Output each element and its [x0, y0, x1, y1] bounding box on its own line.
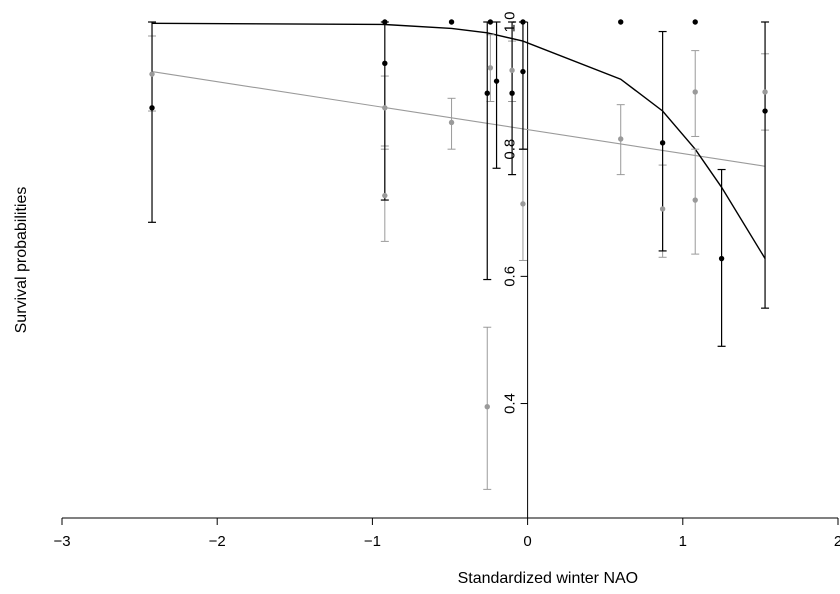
- data-point: [618, 136, 624, 142]
- data-point: [382, 192, 388, 199]
- data-point: [149, 105, 155, 111]
- data-point: [718, 255, 725, 262]
- data-point: [484, 404, 490, 410]
- data-point: [692, 19, 698, 25]
- data-point: [659, 140, 666, 146]
- data-point: [149, 71, 155, 77]
- data-point: [487, 65, 494, 71]
- y-axis-title: Survival probabilities: [13, 187, 30, 334]
- data-point: [448, 119, 455, 126]
- data-point: [487, 19, 494, 25]
- data-point: [382, 60, 388, 67]
- data-point: [618, 19, 624, 25]
- x-tick-label: 0: [523, 533, 531, 550]
- fit-line: [151, 22, 766, 259]
- data-point: [692, 89, 698, 95]
- data-point: [692, 197, 698, 203]
- y-tick-label: 0.4: [502, 393, 519, 414]
- y-tick-label: 0.8: [502, 139, 519, 160]
- fit-line: [151, 71, 766, 167]
- data-point: [520, 19, 526, 25]
- data-point: [520, 201, 526, 207]
- data-point: [762, 108, 768, 114]
- data-point: [448, 19, 455, 25]
- data-point: [509, 90, 515, 96]
- data-point: [762, 89, 768, 95]
- data-point: [484, 90, 490, 96]
- y-tick-label: 0.6: [502, 266, 519, 287]
- x-tick-label: −2: [209, 533, 226, 550]
- data-point: [659, 206, 666, 212]
- chart-marks: −3 −2 −1 0 1 20.40.60.81.0: [53, 12, 840, 550]
- data-point: [509, 67, 515, 74]
- x-tick-label: −3: [53, 533, 70, 550]
- x-tick-label: 1: [679, 533, 687, 550]
- data-point: [493, 78, 500, 84]
- x-axis-title: Standardized winter NAO: [458, 570, 639, 587]
- data-point: [520, 68, 526, 75]
- x-tick-label: −1: [364, 533, 381, 550]
- data-point: [382, 105, 388, 111]
- x-tick-label: 2: [834, 533, 840, 550]
- data-point: [382, 19, 388, 25]
